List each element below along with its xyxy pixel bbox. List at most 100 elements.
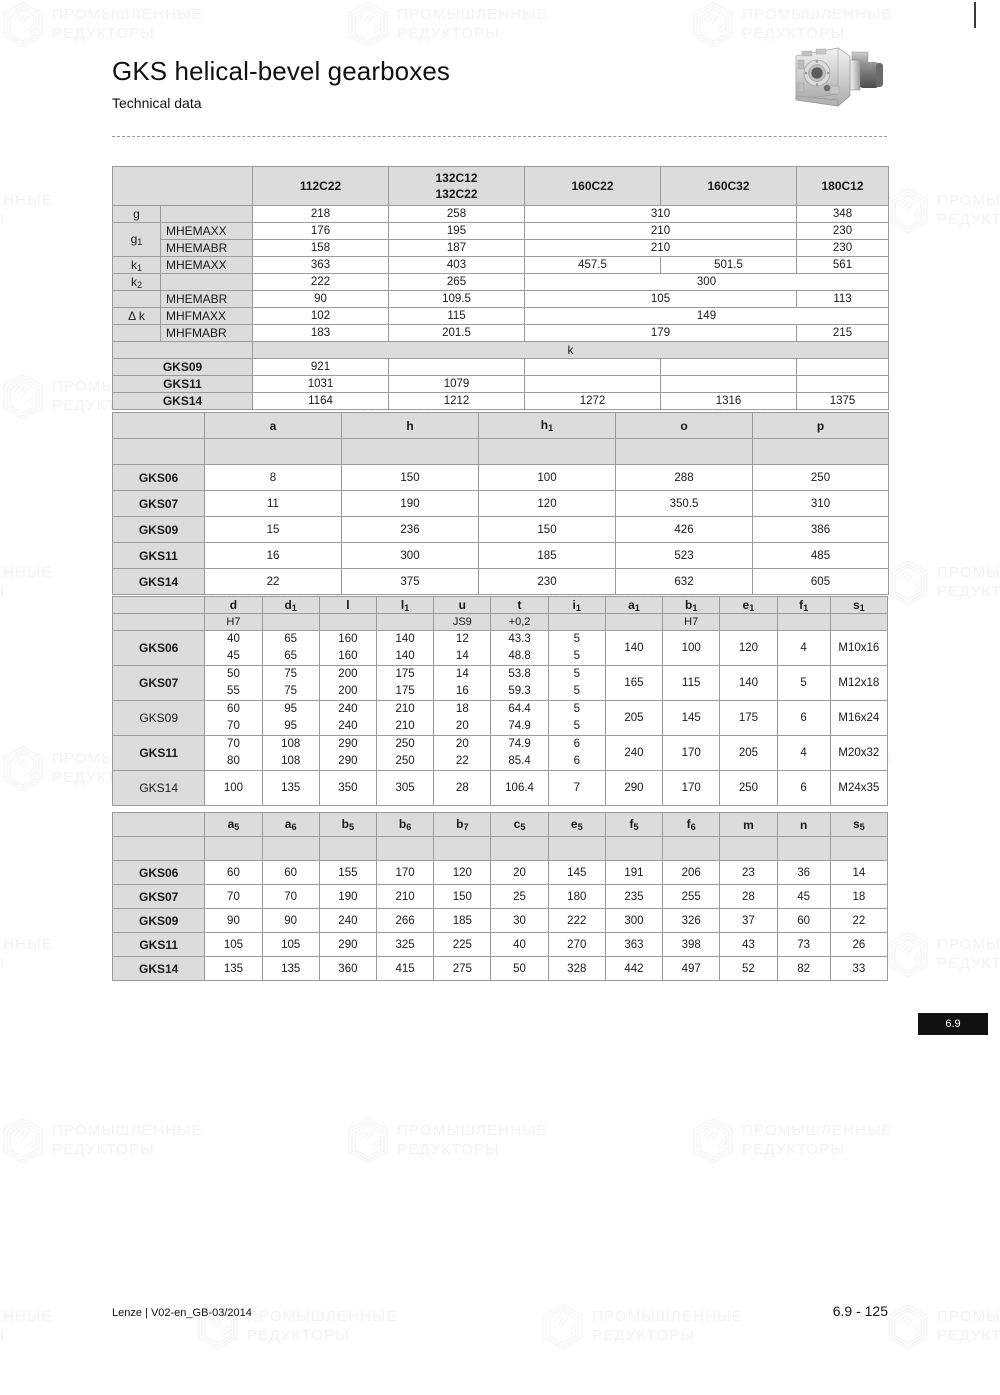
table2-row-label: GKS14 — [112, 568, 205, 595]
table3-row: GKS07 50 55 75 75 200 200 175 175 14 16 53.8 59.3 5 5 1… — [111, 665, 889, 701]
table4-row-label: GKS09 — [111, 908, 206, 933]
table3-row-label: GKS11 — [111, 735, 206, 771]
table4-corner-blank — [111, 812, 206, 837]
table4-col-header-5: c5 — [490, 812, 549, 837]
table4-value: 82 — [776, 956, 831, 981]
table4-value: 442 — [604, 956, 664, 981]
table2-value: 100 — [478, 464, 616, 491]
table1-symbol-k2: k2 — [112, 273, 161, 291]
table4-col-subheader-0 — [204, 836, 263, 861]
table2-value: 230 — [478, 568, 616, 595]
table4-value: 135 — [204, 956, 263, 981]
table3-row: GKS11 70 80 108 108 290 290 250 250 20 22 74.9 85.4 6… — [111, 735, 889, 771]
table4-value: 135 — [261, 956, 320, 981]
table2-value: 250 — [752, 464, 889, 491]
table4-row: GKS14 135 135 360 415 275 50 328 442 497 52 82 33 — [111, 956, 889, 981]
table1-col-header-0: 112C22 — [252, 166, 389, 206]
table3-col-header-6: i1 — [547, 596, 606, 614]
table3-value-d: 100 — [204, 770, 263, 806]
table4-value: 50 — [490, 956, 549, 981]
table3-value-d1: 75 75 — [261, 665, 320, 701]
table1-symbol-deltak-top — [112, 290, 161, 308]
table1-k-row-label: GKS11 — [112, 375, 253, 393]
table4-col-header-8: f6 — [662, 812, 721, 837]
table1-value: 363 — [252, 256, 389, 274]
table1-value: 348 — [796, 205, 889, 223]
table4-value: 73 — [776, 932, 831, 957]
table2-value: 190 — [341, 490, 479, 517]
table3-value-s1: M20x32 — [829, 735, 889, 771]
table4-value: 145 — [547, 860, 606, 885]
table2-value: 632 — [615, 568, 753, 595]
table2-row-label: GKS07 — [112, 490, 205, 517]
table2-row-label: GKS06 — [112, 464, 205, 491]
table3-col-header-2: l — [318, 596, 378, 614]
table1-col-header-4: 180C12 — [796, 166, 889, 206]
table3-value-s1: M12x18 — [829, 665, 889, 701]
table1-symbol-k1: k1 — [112, 256, 161, 274]
table3-col-subheader-2 — [318, 613, 378, 631]
table4-value: 120 — [433, 860, 492, 885]
table2-row: GKS09 15 236 150 426 386 — [112, 516, 889, 543]
table4-value: 275 — [433, 956, 492, 981]
table3-value-a1: 240 — [604, 735, 664, 771]
table1-value: 109.5 — [388, 290, 525, 308]
table4-value: 105 — [261, 932, 320, 957]
table4-header-row: a5 a6 b5 b6 b7 c5 e5 f5 f6 m n s5 — [111, 812, 889, 837]
table4-value: 20 — [490, 860, 549, 885]
table2-col-subheader-4 — [752, 438, 889, 465]
table4-row-label: GKS07 — [111, 884, 206, 909]
table1-value: 265 — [388, 273, 525, 291]
table1-k-value: 1212 — [388, 392, 525, 410]
table2-row-label: GKS09 — [112, 516, 205, 543]
table3-col-header-10: f1 — [776, 596, 831, 614]
table3-value-d1: 108 108 — [261, 735, 320, 771]
table1-col-header-1: 132C12 132C22 — [388, 166, 525, 206]
table4-value: 43 — [719, 932, 778, 957]
table4-value: 36 — [776, 860, 831, 885]
table3-value-t: 43.3 48.8 — [490, 630, 549, 666]
table2-col-subheader-3 — [615, 438, 753, 465]
table1-value: 210 — [524, 239, 797, 257]
table1-k-value: 1272 — [524, 392, 661, 410]
table1-k-row-label: GKS09 — [112, 358, 253, 376]
table2-value: 426 — [615, 516, 753, 543]
table1-col-header-3: 160C32 — [660, 166, 797, 206]
table4-value: 360 — [318, 956, 378, 981]
table1-k-value: 1375 — [796, 392, 889, 410]
table4-value: 60 — [261, 860, 320, 885]
table4-col-header-7: f5 — [604, 812, 664, 837]
table1-value: 230 — [796, 239, 889, 257]
table4-value: 398 — [662, 932, 721, 957]
table3-value-d1: 65 65 — [261, 630, 320, 666]
page-title: GKS helical-bevel gearboxes — [112, 56, 450, 86]
table3-value-u: 12 14 — [433, 630, 492, 666]
table3-value-l: 200 200 — [318, 665, 378, 701]
table1-value: 210 — [524, 222, 797, 240]
table3-value-e1: 250 — [719, 770, 778, 806]
table1-variant-label: MHFMABR — [160, 324, 253, 342]
table3-col-header-11: s1 — [829, 596, 889, 614]
table3-value-t: 53.8 59.3 — [490, 665, 549, 701]
table4-value: 190 — [318, 884, 378, 909]
table3-value-u: 20 22 — [433, 735, 492, 771]
table1-k-row: GKS11 1031 1079 — [112, 375, 889, 393]
table4-col-header-10: n — [776, 812, 831, 837]
table4-value: 30 — [490, 908, 549, 933]
table4-col-header-4: b7 — [433, 812, 492, 837]
table3-col-subheader-0: H7 — [204, 613, 263, 631]
table4-col-header-9: m — [719, 812, 778, 837]
table4-value: 70 — [261, 884, 320, 909]
table4-value: 22 — [829, 908, 889, 933]
table4-col-subheader-7 — [604, 836, 664, 861]
table3-value-f1: 4 — [776, 630, 831, 666]
table1-header-row: 112C22 132C12 132C22 160C22 160C32 180C12 — [112, 166, 889, 206]
table4-col-subheader-4 — [433, 836, 492, 861]
table1-k-value — [660, 375, 797, 393]
table3-col-subheader-8: H7 — [662, 613, 721, 631]
table4-value: 328 — [547, 956, 606, 981]
table4-col-subheader-11 — [829, 836, 889, 861]
header-divider — [112, 136, 887, 137]
table3-value-d: 40 45 — [204, 630, 263, 666]
table4-value: 26 — [829, 932, 889, 957]
